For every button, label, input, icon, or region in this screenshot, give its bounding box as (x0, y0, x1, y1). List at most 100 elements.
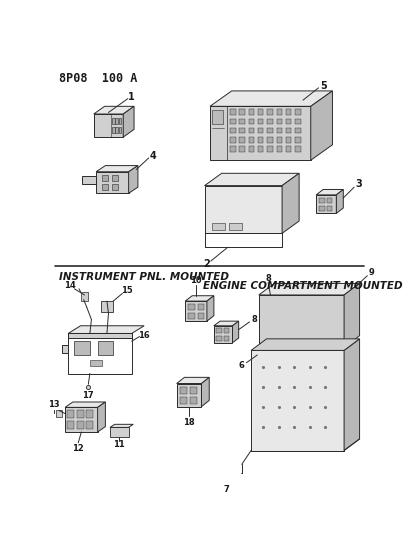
Polygon shape (259, 284, 360, 295)
Text: 15: 15 (121, 286, 133, 295)
Text: 16: 16 (138, 330, 150, 340)
Bar (267, 128, 273, 133)
Bar (81, 292, 88, 301)
Bar (259, 295, 344, 348)
Bar (86, 410, 93, 418)
Bar (77, 410, 84, 418)
Bar (239, 137, 245, 142)
Text: 3: 3 (355, 179, 362, 189)
Bar (216, 336, 222, 341)
Bar (286, 109, 291, 115)
Bar (229, 223, 242, 230)
Bar (295, 109, 301, 115)
Polygon shape (204, 173, 299, 185)
Bar (286, 128, 291, 133)
Bar (115, 118, 118, 124)
Bar (102, 184, 108, 190)
Text: 9: 9 (369, 268, 375, 277)
Text: 5: 5 (320, 82, 326, 91)
Bar (319, 198, 325, 203)
Bar (249, 109, 254, 115)
Bar (188, 313, 195, 319)
Polygon shape (251, 339, 360, 350)
Bar (115, 127, 118, 133)
Bar (210, 106, 311, 160)
Bar (258, 147, 263, 152)
Bar (112, 184, 118, 190)
Bar (190, 386, 197, 393)
Polygon shape (98, 402, 106, 432)
Bar (286, 147, 291, 152)
Bar (86, 421, 93, 429)
Bar (316, 195, 336, 213)
Bar (276, 137, 282, 142)
Bar (180, 386, 187, 393)
Polygon shape (202, 377, 209, 407)
Bar (102, 175, 108, 181)
Bar (98, 341, 113, 355)
Polygon shape (311, 91, 333, 160)
Text: 12: 12 (72, 445, 84, 454)
Polygon shape (62, 345, 68, 353)
Bar (239, 147, 245, 152)
Bar (276, 147, 282, 152)
Bar (190, 397, 197, 403)
Bar (230, 128, 236, 133)
Text: 6: 6 (239, 361, 245, 370)
Bar (295, 147, 301, 152)
Bar (258, 119, 263, 124)
Bar (185, 301, 207, 321)
Text: 8: 8 (265, 273, 271, 282)
Bar (198, 313, 204, 319)
Polygon shape (210, 91, 333, 106)
Text: INSTRUMENT PNL. MOUNTED: INSTRUMENT PNL. MOUNTED (59, 272, 229, 282)
Polygon shape (344, 284, 360, 348)
Bar (119, 118, 121, 124)
Bar (74, 341, 90, 355)
Bar (204, 185, 282, 233)
Text: 8: 8 (251, 315, 257, 324)
Text: 14: 14 (64, 281, 76, 290)
Bar (112, 175, 118, 181)
Polygon shape (68, 326, 144, 334)
Text: 18: 18 (183, 417, 195, 426)
Bar (119, 127, 121, 133)
Bar (177, 384, 202, 407)
Bar (295, 128, 301, 133)
Bar (230, 119, 236, 124)
Bar (276, 109, 282, 115)
Bar (224, 328, 229, 334)
Text: 1: 1 (128, 92, 135, 102)
Polygon shape (282, 173, 299, 233)
Polygon shape (123, 106, 134, 137)
Text: 7: 7 (223, 484, 229, 494)
Bar (94, 114, 123, 137)
Bar (112, 118, 115, 124)
Bar (249, 119, 254, 124)
Bar (96, 172, 128, 193)
Bar (67, 410, 74, 418)
Bar (212, 223, 225, 230)
Bar (258, 137, 263, 142)
Bar (276, 128, 282, 133)
Bar (249, 147, 254, 152)
Bar (295, 119, 301, 124)
Bar (251, 350, 344, 450)
Bar (258, 128, 263, 133)
Bar (249, 137, 254, 142)
Bar (267, 137, 273, 142)
Bar (327, 206, 333, 211)
Polygon shape (128, 166, 138, 193)
Bar (68, 334, 132, 338)
Bar (230, 109, 236, 115)
Polygon shape (110, 424, 133, 427)
Bar (90, 360, 101, 366)
Bar (286, 137, 291, 142)
Bar (56, 410, 62, 417)
Polygon shape (316, 189, 343, 195)
Polygon shape (232, 321, 239, 343)
Polygon shape (96, 166, 138, 172)
Text: 2: 2 (203, 259, 209, 269)
Polygon shape (185, 296, 214, 301)
Bar (214, 326, 232, 343)
